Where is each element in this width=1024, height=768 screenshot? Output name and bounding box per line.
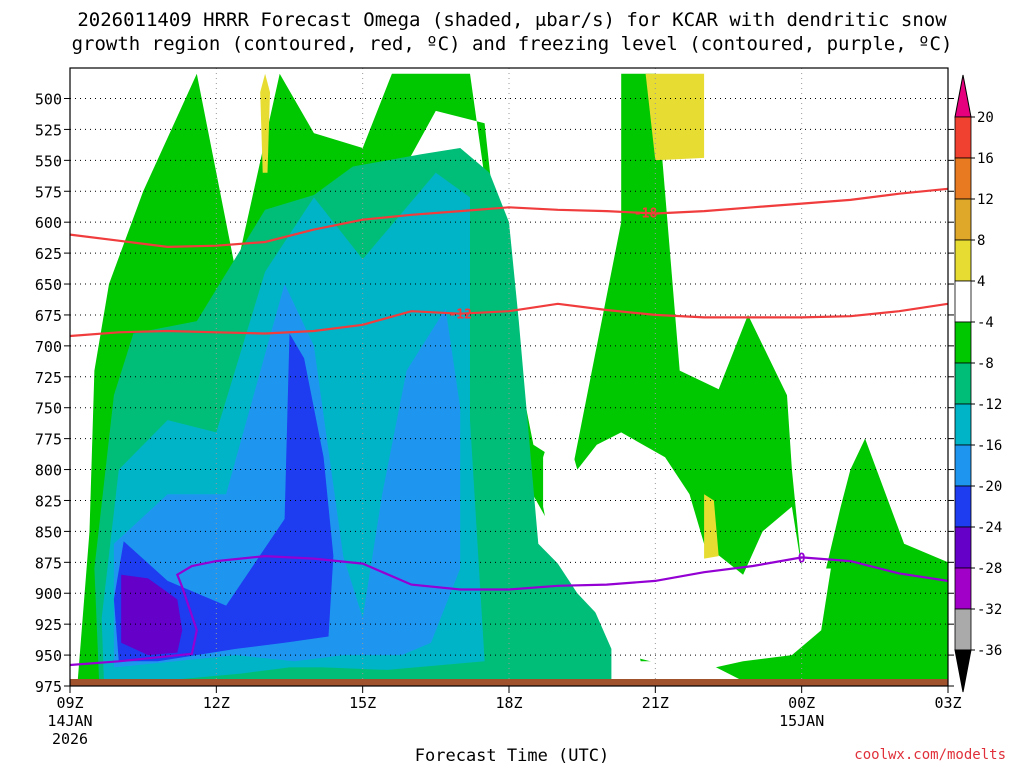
y-tick-label: 825 [35, 492, 62, 510]
y-tick-label: 850 [35, 523, 62, 541]
colorbar-top-triangle [954, 74, 972, 118]
contour-label--18: -18 [634, 206, 658, 221]
colorbar-band [954, 608, 972, 651]
y-tick-label: 975 [35, 678, 62, 696]
colorbar-band [954, 157, 972, 200]
x-tick-label: 03Z [934, 694, 961, 712]
colorbar-label: 20 [977, 110, 994, 126]
omega-region-4 [113, 333, 334, 662]
ground-bar [70, 679, 948, 686]
colorbar-label: 4 [977, 274, 985, 290]
contour--12 [70, 302, 948, 338]
chart-title-line1: 2026011409 HRRR Forecast Omega (shaded, … [77, 9, 947, 31]
x-tick-year: 2026 [52, 730, 88, 748]
x-tick-label: 09Z [56, 694, 83, 712]
colorbar-band [954, 198, 972, 241]
colorbar-band [954, 403, 972, 446]
contour-0 [70, 554, 948, 667]
x-tick-label: 00Z [788, 694, 815, 712]
y-tick-label: 800 [35, 462, 62, 480]
colorbar-label: -16 [977, 438, 1002, 454]
contour--18 [70, 187, 948, 249]
colorbar-label: -8 [977, 356, 994, 372]
omega-shading [77, 73, 948, 686]
omega-region-6 [543, 426, 831, 670]
x-tick-date: 15JAN [779, 712, 824, 730]
y-tick-label: 750 [35, 400, 62, 418]
x-tick-label: 21Z [642, 694, 669, 712]
y-tick-label: 550 [35, 152, 62, 170]
colorbar-band [954, 116, 972, 159]
y-tick-label: 725 [35, 369, 62, 387]
x-tick-label: 12Z [203, 694, 230, 712]
y-tick-label: 675 [35, 307, 62, 325]
colorbar-band [954, 485, 972, 528]
colorbar-label: -12 [977, 397, 1002, 413]
colorbar-band [954, 239, 972, 282]
contour-label-0: 0 [798, 551, 806, 566]
x-axis-title: Forecast Time (UTC) [414, 746, 610, 766]
x-tick-label: 15Z [349, 694, 376, 712]
colorbar-label: -28 [977, 561, 1002, 577]
y-tick-label: 600 [35, 214, 62, 232]
colorbar: 20 16 12 8 4 -4 -8 -12 -16 -20 -24 -28 -32 -36 [954, 74, 1002, 693]
y-tick-label: 575 [35, 183, 62, 201]
y-tick-label: 875 [35, 554, 62, 572]
colorbar-label: 12 [977, 192, 994, 208]
colorbar-label: -36 [977, 643, 1002, 659]
omega-region-5 [121, 574, 183, 656]
colorbar-label: -4 [977, 315, 994, 331]
colorbar-band [954, 280, 972, 323]
x-tick-label: 18Z [495, 694, 522, 712]
y-tick-label: 700 [35, 338, 62, 356]
grid-lines [70, 68, 948, 687]
colorbar-band [954, 362, 972, 405]
colorbar-label: -32 [977, 602, 1002, 618]
colorbar-label: 16 [977, 151, 994, 167]
y-tick-label: 525 [35, 121, 62, 139]
y-tick-label: 950 [35, 647, 62, 665]
colorbar-band [954, 567, 972, 610]
y-tick-label: 925 [35, 616, 62, 634]
colorbar-label: 8 [977, 233, 985, 249]
x-tick-date: 14JAN [47, 712, 92, 730]
colorbar-band [954, 444, 972, 487]
contour-lines: -18 -12 0 [70, 187, 948, 667]
ground-strip [70, 679, 948, 686]
chart-title-line2: growth region (contoured, red, ºC) and f… [71, 33, 953, 55]
colorbar-band [954, 526, 972, 569]
credit-link[interactable]: coolwx.com/modelts [854, 747, 1006, 763]
y-axis: 500 525 550 575 600 625 650 675 700 725 750 775 800 8… [35, 91, 954, 696]
y-tick-label: 900 [35, 585, 62, 603]
chart-title: 2026011409 HRRR Forecast Omega (shaded, … [0, 8, 1024, 56]
omega-region-8 [645, 73, 705, 161]
colorbar-band [954, 321, 972, 364]
y-tick-label: 625 [35, 245, 62, 263]
y-tick-label: 775 [35, 431, 62, 449]
colorbar-bottom-triangle [954, 649, 972, 693]
y-tick-label: 500 [35, 91, 62, 109]
colorbar-label: -20 [977, 479, 1002, 495]
colorbar-label: -24 [977, 520, 1002, 536]
omega-region-9 [704, 494, 719, 559]
omega-region-7 [260, 73, 270, 173]
contour-label--12: -12 [448, 308, 471, 323]
y-tick-label: 650 [35, 276, 62, 294]
